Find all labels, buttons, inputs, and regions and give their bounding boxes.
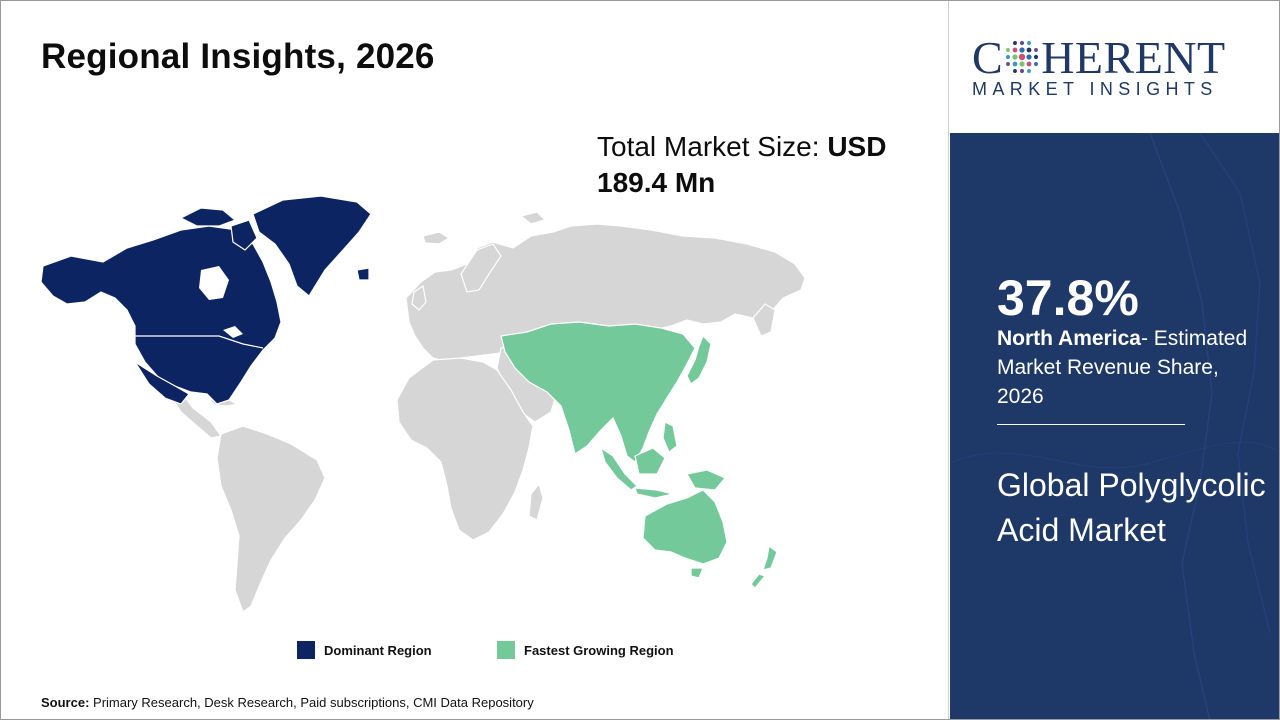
map-region-great-lakes <box>223 326 243 338</box>
map-region-iceland-east <box>356 267 370 281</box>
page-title: Regional Insights, 2026 <box>41 37 435 76</box>
legend-swatch-fastest <box>497 641 515 659</box>
map-region-north-america <box>40 225 282 405</box>
map-region-hudson-bay <box>199 266 229 300</box>
map-region-scandinavia <box>460 243 502 293</box>
map-region-tasmania <box>690 567 704 579</box>
globe-dot <box>1034 54 1039 60</box>
logo-word-left: C <box>972 32 1004 83</box>
globe-dot <box>1026 47 1032 53</box>
globe-dot <box>1012 47 1018 53</box>
globe-dot <box>1019 47 1025 53</box>
globe-dot <box>1018 53 1026 61</box>
company-logo: C HERENT MARKET INSIGHTS <box>950 1 1279 133</box>
globe-dot <box>1019 61 1025 67</box>
source-text: Primary Research, Desk Research, Paid su… <box>93 695 534 710</box>
share-region: North America <box>997 327 1141 350</box>
globe-dot <box>1026 61 1032 67</box>
world-map <box>40 195 806 613</box>
total-market-size: Total Market Size: USD 189.4 Mn <box>597 129 927 201</box>
map-region-arctic-islands <box>179 207 237 227</box>
map-region-indonesia-java <box>634 487 674 499</box>
globe-dot <box>1006 62 1011 66</box>
panel-separator <box>997 424 1185 425</box>
legend-label-fastest: Fastest Growing Region <box>524 642 674 658</box>
map-region-africa <box>396 357 534 541</box>
logo-word-right: HERENT <box>1041 32 1226 83</box>
map-region-madagascar <box>528 482 544 521</box>
map-region-borneo <box>634 447 666 475</box>
map-region-indonesia-west <box>599 446 638 491</box>
panel-background-texture <box>950 133 1279 719</box>
source-label: Source: <box>41 695 90 710</box>
globe-dot <box>1020 40 1025 46</box>
logo-wordmark: C HERENT <box>972 31 1226 84</box>
share-value: 37.8% <box>997 270 1139 326</box>
globe-dot <box>1012 54 1018 60</box>
legend-item-fastest: Fastest Growing Region <box>497 640 674 660</box>
logo-subtitle: MARKET INSIGHTS <box>972 79 1218 99</box>
source-note: Source: Primary Research, Desk Research,… <box>41 695 534 710</box>
legend-label-dominant: Dominant Region <box>324 642 432 658</box>
legend-swatch-dominant <box>297 641 315 659</box>
map-region-new-zealand-south <box>750 573 767 589</box>
globe-dot <box>1013 69 1018 73</box>
map-region-far-east <box>752 303 776 337</box>
map-region-mexico <box>134 361 190 405</box>
map-region-baffin <box>230 219 258 251</box>
market-name: Global Polyglycolic Acid Market <box>997 467 1266 548</box>
globe-dot <box>1020 68 1025 74</box>
map-region-iceland <box>422 231 451 245</box>
globe-dot <box>1026 54 1032 60</box>
map-region-us-canada-border <box>135 335 264 349</box>
map-region-philippines <box>662 421 678 453</box>
map-region-uk <box>411 284 427 311</box>
globe-dot <box>1027 41 1032 45</box>
panel-divider <box>948 1 949 719</box>
map-region-svalbard <box>519 211 547 225</box>
share-description: North America- Estimated Market Revenue … <box>997 324 1267 411</box>
map-region-greenland <box>252 195 372 297</box>
map-region-south-america <box>216 425 326 613</box>
share-desc-text: - Estimated Market Revenue Share, 2026 <box>997 327 1248 408</box>
map-region-asia-pacific <box>500 321 696 463</box>
globe-dot <box>1013 41 1018 45</box>
globe-dot <box>1012 61 1018 67</box>
map-region-new-guinea <box>686 469 726 491</box>
globe-dot <box>1006 54 1011 60</box>
map-region-australia <box>642 489 728 565</box>
map-region-japan <box>686 334 712 385</box>
map-region-new-zealand <box>762 544 778 571</box>
market-size-value: USD 189.4 Mn <box>597 131 887 198</box>
dotted-globe-icon <box>1006 40 1039 74</box>
summary-panel: 37.8% North America- Estimated Market Re… <box>950 133 1279 719</box>
globe-dot <box>1027 69 1032 73</box>
market-size-label: Total Market Size: <box>597 131 828 162</box>
legend-item-dominant: Dominant Region <box>297 640 432 660</box>
globe-dot <box>1034 62 1039 66</box>
globe-dot <box>1034 48 1039 52</box>
globe-dot <box>1006 48 1011 52</box>
